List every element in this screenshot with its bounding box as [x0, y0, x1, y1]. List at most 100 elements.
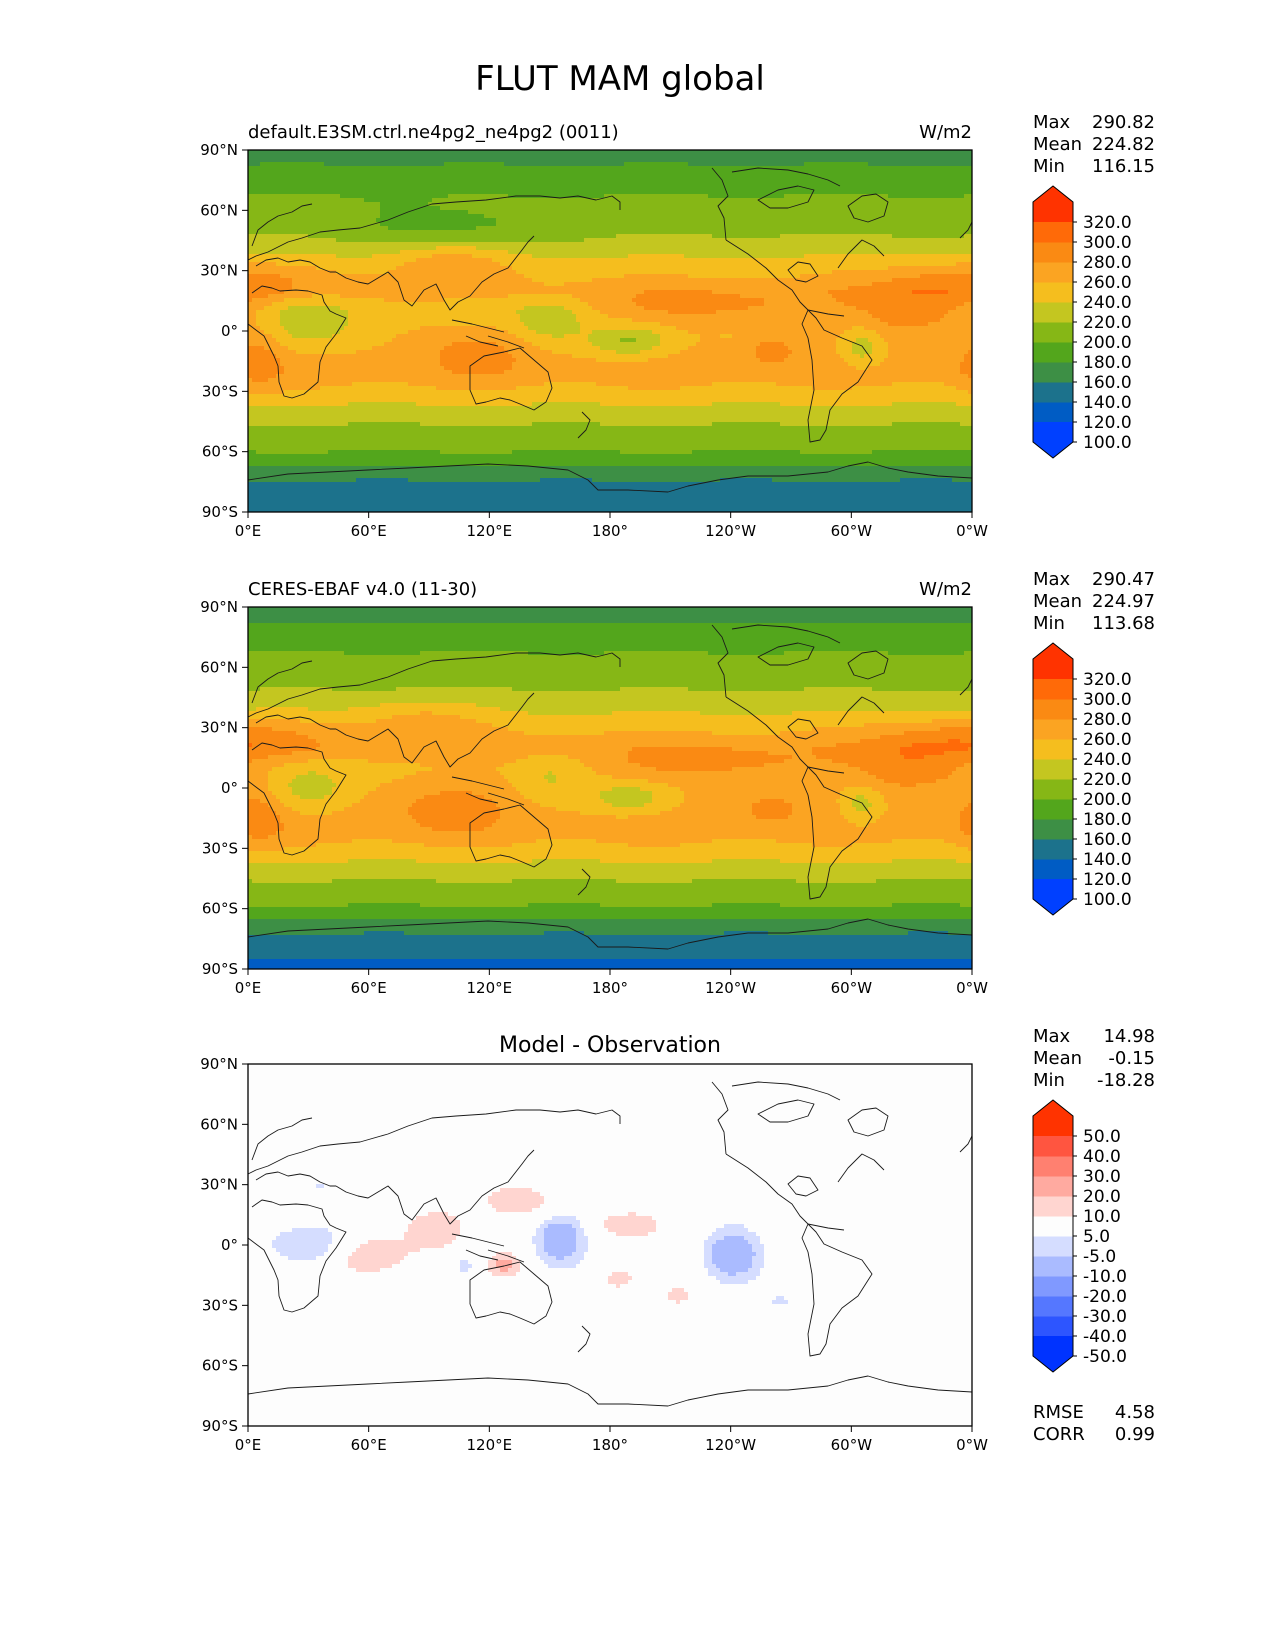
- y-tick-label: 30°N: [200, 262, 238, 280]
- y-tick-label: 60°N: [200, 201, 238, 219]
- colorbar-label: -5.0: [1083, 1247, 1116, 1267]
- colorbar-label: 5.0: [1083, 1227, 1110, 1247]
- y-tick-label: 30°S: [202, 839, 238, 857]
- colorbar-segment: [1033, 262, 1073, 283]
- x-tick-label: 120°W: [705, 979, 756, 997]
- colorbar-segment: [1033, 382, 1073, 403]
- x-tick-label: 0°E: [235, 979, 262, 997]
- colorbar-segment: [1033, 1196, 1073, 1217]
- colorbar-label: 140.0: [1083, 850, 1132, 870]
- colorbar-segment: [1033, 342, 1073, 363]
- y-tick-label: 0°: [221, 779, 238, 797]
- y-tick-label: 90°S: [202, 960, 238, 978]
- x-tick-label: 120°E: [467, 522, 513, 540]
- colorbar-label: 20.0: [1083, 1187, 1121, 1207]
- panel-title: Model - Observation: [499, 1033, 721, 1058]
- y-tick-label: 30°S: [202, 382, 238, 400]
- x-tick-label: 180°: [592, 1436, 628, 1454]
- stat-label: Min: [1033, 613, 1065, 634]
- colorbar-segment: [1033, 1176, 1073, 1197]
- colorbar-label: 220.0: [1083, 313, 1132, 333]
- figure-title: FLUT MAM global: [475, 59, 765, 99]
- y-tick-label: 90°S: [202, 1417, 238, 1435]
- stat-label: Min: [1033, 156, 1065, 177]
- x-tick-label: 0°W: [956, 979, 988, 997]
- colorbar-label: 10.0: [1083, 1207, 1121, 1227]
- colorbar-segment: [1033, 1256, 1073, 1277]
- colorbar-label: 40.0: [1083, 1147, 1121, 1167]
- x-tick-label: 60°W: [831, 1436, 873, 1454]
- colorbar-label: 220.0: [1083, 770, 1132, 790]
- map-field: [248, 607, 972, 969]
- colorbar-label: 120.0: [1083, 413, 1132, 433]
- y-tick-label: 30°N: [200, 719, 238, 737]
- colorbar-segment: [1033, 282, 1073, 303]
- stat-value: 14.98: [1103, 1026, 1155, 1047]
- colorbar-segment: [1033, 1236, 1073, 1257]
- colorbar-segment: [1033, 819, 1073, 840]
- colorbar-extend-max: [1033, 1100, 1073, 1136]
- stat-value: -18.28: [1097, 1070, 1155, 1091]
- y-tick-label: 90°S: [202, 503, 238, 521]
- colorbar-segment: [1033, 402, 1073, 423]
- colorbar-label: 160.0: [1083, 830, 1132, 850]
- x-tick-label: 180°: [592, 979, 628, 997]
- y-tick-label: 30°N: [200, 1176, 238, 1194]
- colorbar-segment: [1033, 1156, 1073, 1177]
- y-tick-label: 0°: [221, 1236, 238, 1254]
- colorbar-segment: [1033, 1276, 1073, 1297]
- colorbar-segment: [1033, 1216, 1073, 1237]
- x-tick-label: 120°E: [467, 979, 513, 997]
- colorbar-segment: [1033, 759, 1073, 780]
- colorbar-label: 200.0: [1083, 790, 1132, 810]
- colorbar-label: 240.0: [1083, 293, 1132, 313]
- y-tick-label: 90°N: [200, 1055, 238, 1073]
- x-tick-label: 0°W: [956, 522, 988, 540]
- colorbar-extend-min: [1033, 879, 1073, 915]
- colorbar-label: 100.0: [1083, 890, 1132, 910]
- colorbar: 320.0300.0280.0260.0240.0220.0200.0180.0…: [1032, 185, 1132, 459]
- x-tick-label: 60°E: [351, 1436, 387, 1454]
- colorbar-label: 200.0: [1083, 333, 1132, 353]
- panel-difference: Model - Observation 0°E 60°E 120°E 180° 120°W…: [200, 1026, 1155, 1454]
- colorbar-label: 180.0: [1083, 353, 1132, 373]
- y-tick-label: 60°S: [202, 1357, 238, 1375]
- colorbar-segment: [1033, 719, 1073, 740]
- stat-label: Max: [1033, 569, 1071, 590]
- colorbar-segment: [1033, 362, 1073, 383]
- colorbar-extend-max: [1033, 186, 1073, 222]
- colorbar-label: 260.0: [1083, 273, 1132, 293]
- x-tick-label: 180°: [592, 522, 628, 540]
- stat-label: Max: [1033, 1026, 1071, 1047]
- x-tick-label: 60°E: [351, 979, 387, 997]
- colorbar-label: 300.0: [1083, 233, 1132, 253]
- stat-value: -0.15: [1108, 1048, 1155, 1069]
- colorbar-label: 280.0: [1083, 710, 1132, 730]
- x-tick-label: 120°W: [705, 522, 756, 540]
- colorbar-label: -40.0: [1083, 1327, 1127, 1347]
- colorbar-segment: [1033, 779, 1073, 800]
- colorbar-segment: [1033, 839, 1073, 860]
- x-tick-label: 120°W: [705, 1436, 756, 1454]
- colorbar-segment: [1033, 1136, 1073, 1157]
- map-field: [248, 1064, 972, 1426]
- colorbar-segment: [1033, 679, 1073, 700]
- colorbar-label: 160.0: [1083, 373, 1132, 393]
- colorbar-label: 320.0: [1083, 213, 1132, 233]
- colorbar-segment: [1033, 739, 1073, 760]
- colorbar-segment: [1033, 242, 1073, 263]
- y-tick-label: 60°N: [200, 1115, 238, 1133]
- stat-label: Mean: [1033, 591, 1082, 612]
- panel-observation: CERES-EBAF v4.0 (11-30) W/m2 0°E 60°E 120°E 1…: [200, 569, 1155, 997]
- stat-label: Mean: [1033, 1048, 1082, 1069]
- y-tick-label: 90°N: [200, 141, 238, 159]
- colorbar-segment: [1033, 302, 1073, 323]
- stat-value: 224.82: [1092, 134, 1155, 155]
- colorbar-label: 30.0: [1083, 1167, 1121, 1187]
- y-tick-label: 30°S: [202, 1296, 238, 1314]
- panel-model: default.E3SM.ctrl.ne4pg2_ne4pg2 (0011) W/…: [200, 112, 1155, 540]
- x-tick-label: 120°E: [467, 1436, 513, 1454]
- metric-value: 4.58: [1115, 1402, 1155, 1423]
- x-tick-label: 0°E: [235, 522, 262, 540]
- x-tick-label: 0°W: [956, 1436, 988, 1454]
